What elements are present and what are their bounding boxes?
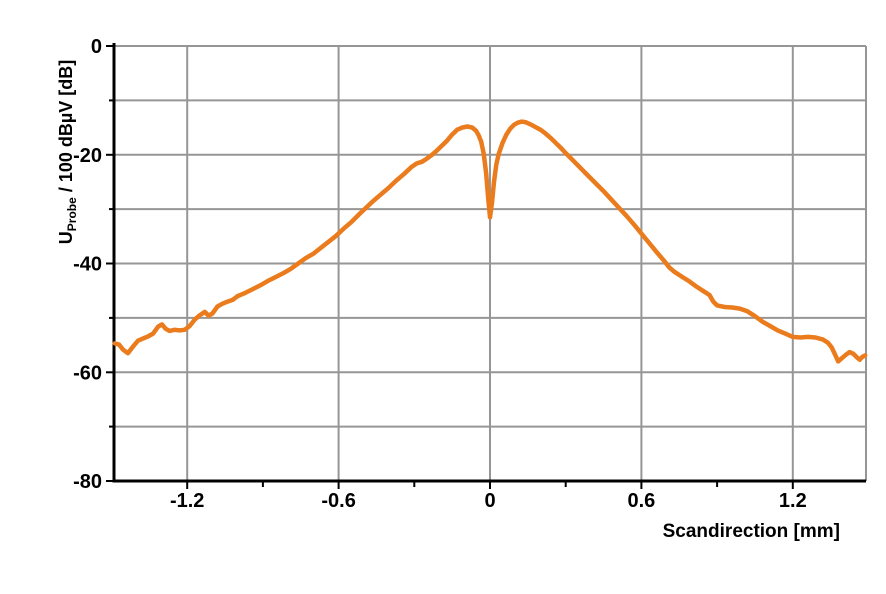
signal-curve [112,119,868,364]
tick-labels: 0 -20 -40 -60 -80 -1.2 -0.6 0 0.6 1.2 [73,36,807,512]
x-tick-label: 0 [484,490,495,512]
gridlines [114,45,867,481]
y-tick-label: -20 [73,145,102,167]
y-tick-label: -80 [73,471,102,493]
y-tick-label: -40 [73,254,102,276]
x-tick-label: 0.6 [627,490,655,512]
x-tick-label: 1.2 [779,490,807,512]
x-axis-title: Scandirection [mm] [662,521,840,542]
x-tick-label: -0.6 [321,490,355,512]
x-tick-label: -1.2 [170,490,204,512]
y-axis-title-rest: / 100 dBµV [dB] [56,59,76,198]
y-axis-title: UProbe / 100 dBµV [dB] [53,22,79,282]
y-tick-label: -60 [73,362,102,384]
y-axis-title-symbol: U [56,231,76,245]
axes [112,43,866,483]
y-tick-label: 0 [91,36,102,58]
y-axis-title-subscript: Probe [65,197,79,232]
